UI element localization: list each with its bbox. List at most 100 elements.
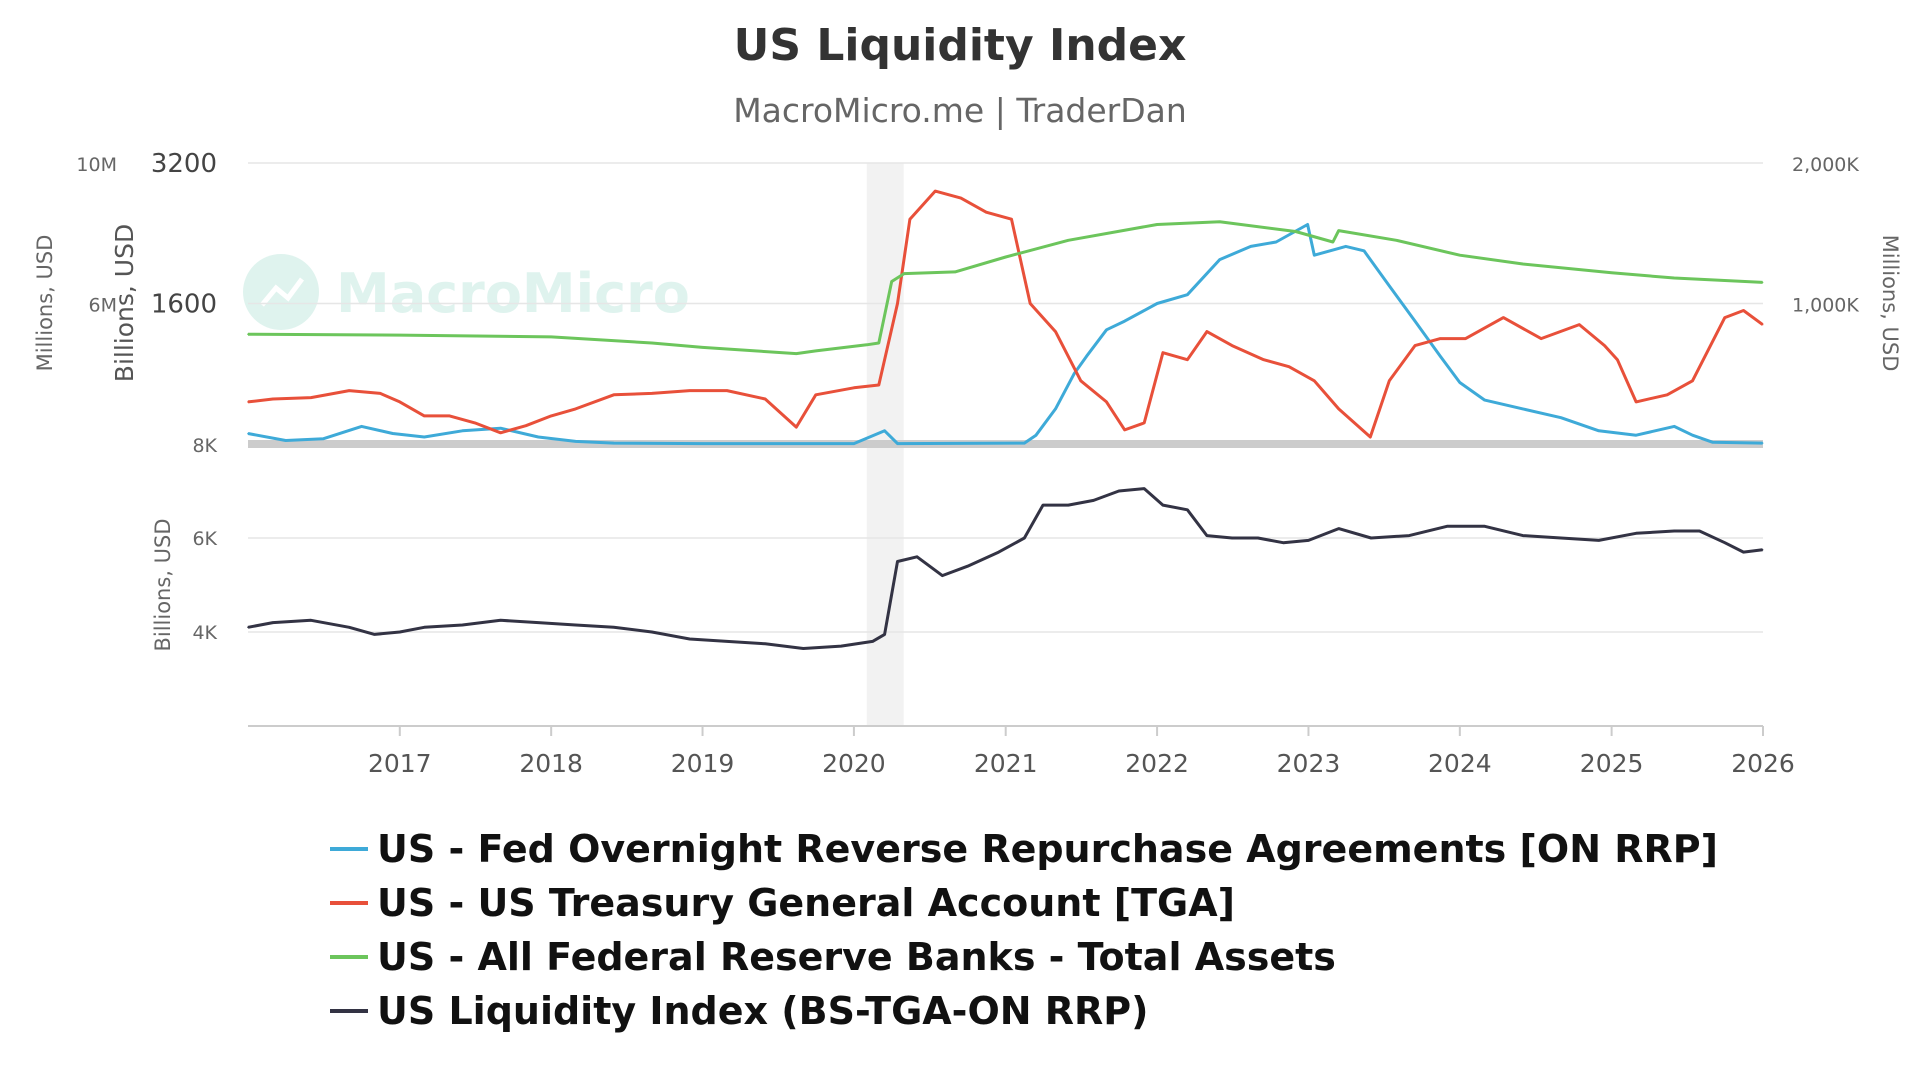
series-line-1 xyxy=(247,189,1764,439)
series-1-point xyxy=(1578,323,1581,326)
series-0-point xyxy=(391,432,394,435)
series-0-point xyxy=(1123,320,1126,322)
series-2-point xyxy=(1610,272,1613,274)
series-1-point xyxy=(423,415,426,417)
series-3-point xyxy=(651,631,653,633)
series-0-point xyxy=(1345,245,1347,248)
series-1-point xyxy=(909,218,911,220)
series-0-point xyxy=(1313,254,1316,256)
series-0-point xyxy=(1363,250,1365,252)
bottom-left-tick-label: 6K xyxy=(192,528,217,550)
series-3-point xyxy=(537,621,540,624)
series-1-point xyxy=(348,389,351,392)
series-3-point xyxy=(461,624,464,626)
series-3-point xyxy=(1598,539,1600,542)
series-0-point xyxy=(1414,320,1416,322)
legend-entry: US Liquidity Index (BS-TGA-ON RRP) xyxy=(377,989,1149,1033)
series-3-point xyxy=(1408,534,1410,537)
series-3-point xyxy=(802,647,805,650)
series-0-point xyxy=(1186,293,1189,296)
series-3-point xyxy=(966,565,969,567)
series-1-point xyxy=(795,426,798,428)
series-1-point xyxy=(878,384,880,386)
series-1-point xyxy=(1369,436,1372,438)
left-inner-tick-label: 1600 xyxy=(151,290,217,320)
x-tick-label: 2019 xyxy=(671,749,735,778)
right-axis-title: Millions, USD xyxy=(1878,235,1902,372)
series-1-point xyxy=(613,394,615,396)
series-0-point xyxy=(1560,416,1562,419)
series-2-point xyxy=(651,342,653,344)
series-3-point xyxy=(688,638,691,640)
series-2-point xyxy=(1218,221,1221,223)
series-0-point xyxy=(1035,434,1037,437)
series-3-point xyxy=(764,643,766,645)
series-1-point xyxy=(1761,323,1764,326)
series-1-point xyxy=(1105,401,1108,403)
series-1-point xyxy=(399,401,401,403)
series-1-point xyxy=(1262,358,1265,361)
left-outer-axis-title: Millions, USD xyxy=(33,235,57,372)
right-tick-label: 1,000K xyxy=(1792,295,1859,317)
x-tick-label: 2023 xyxy=(1277,749,1341,778)
x-tick-label: 2021 xyxy=(974,749,1038,778)
series-1-point xyxy=(1337,408,1340,410)
series-3-point xyxy=(1698,530,1701,532)
series-3-point xyxy=(1118,490,1120,492)
series-3-point xyxy=(1257,537,1259,539)
legend-entry: US - All Federal Reserve Banks - Total A… xyxy=(377,935,1336,979)
x-tick-label: 2018 xyxy=(519,749,583,778)
series-1-point xyxy=(550,415,552,417)
series-3-point xyxy=(1724,541,1726,544)
bottom-left-tick-label: 4K xyxy=(192,622,217,644)
series-2-point xyxy=(1332,241,1334,243)
series-3-point xyxy=(247,626,249,629)
legend: US - Fed Overnight Reverse Repurchase Ag… xyxy=(330,827,1718,1033)
series-1-point xyxy=(272,398,274,400)
series-0-point xyxy=(1673,425,1675,428)
series-2-point xyxy=(1294,230,1297,233)
chart-subtitle: MacroMicro.me | TraderDan xyxy=(733,91,1187,130)
series-1-point xyxy=(1288,365,1290,368)
series-0-point xyxy=(322,437,325,440)
series-1-point xyxy=(310,396,312,399)
series-1-point xyxy=(726,389,728,392)
x-tick-label: 2020 xyxy=(822,749,886,778)
series-1-point xyxy=(1635,401,1637,403)
x-tick-label: 2025 xyxy=(1580,749,1644,778)
series-1-point xyxy=(1414,344,1416,347)
series-2-point xyxy=(890,280,893,283)
series-2-point xyxy=(701,346,704,349)
series-3-point xyxy=(1483,525,1486,528)
series-3-point xyxy=(1282,541,1284,544)
legend-entry: US - Fed Overnight Reverse Repurchase Ag… xyxy=(377,827,1718,871)
series-1-point xyxy=(474,422,476,424)
series-2-point xyxy=(1761,281,1764,284)
series-1-point xyxy=(1724,316,1726,319)
series-1-point xyxy=(764,398,766,400)
series-3-point xyxy=(1067,504,1070,506)
series-2-point xyxy=(399,334,401,336)
series-0-point xyxy=(883,430,886,432)
series-1-point xyxy=(1162,351,1164,354)
series-1-point xyxy=(1691,380,1694,382)
series-0-point xyxy=(1218,258,1221,261)
series-1-point xyxy=(1231,344,1233,347)
series-1-point xyxy=(1603,344,1606,347)
plot-area: 2017 2018 2019 2020 2021 2022 2023 2024 2025 2026… xyxy=(33,149,1902,778)
left-outer-tick-label: 10M xyxy=(76,154,117,176)
series-1-point xyxy=(688,389,691,392)
series-2-point xyxy=(795,352,798,355)
series-3-point xyxy=(1673,530,1675,532)
series-2-point xyxy=(1067,239,1070,242)
series-1-point xyxy=(985,211,987,213)
series-0-point xyxy=(284,439,287,442)
series-0-point xyxy=(1761,442,1764,444)
bottom-left-axis-title: Billions, USD xyxy=(151,518,175,651)
series-3-point xyxy=(1337,527,1340,530)
series-1-point xyxy=(1206,330,1208,333)
series-0-point xyxy=(1156,302,1158,305)
series-0-point xyxy=(537,436,540,438)
series-3-point xyxy=(1186,509,1189,511)
